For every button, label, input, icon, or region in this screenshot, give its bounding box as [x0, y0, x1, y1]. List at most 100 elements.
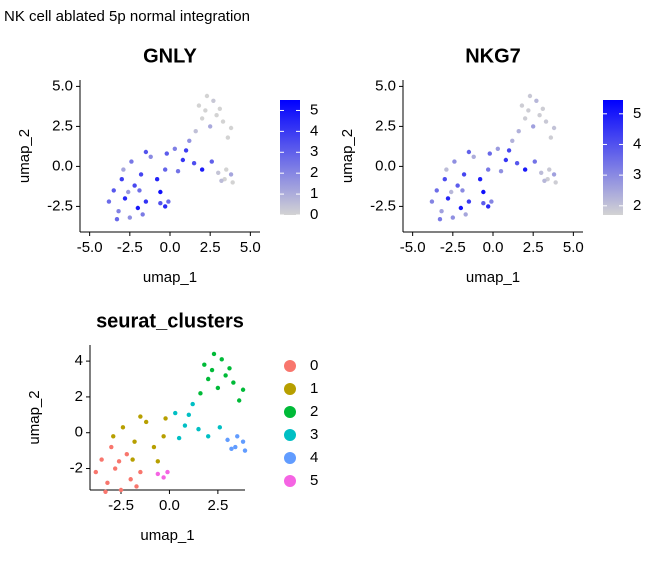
cell-point: [240, 387, 246, 392]
cell-point: [539, 170, 544, 175]
y-tick-label: 0.0: [52, 157, 73, 174]
cell-point: [205, 376, 211, 382]
cell-point: [219, 178, 224, 183]
cell-point: [162, 167, 168, 172]
cell-point: [114, 217, 120, 222]
cell-point: [130, 457, 135, 462]
x-tick-label: 2.5: [200, 239, 221, 256]
cell-point: [93, 469, 99, 475]
legend-label: 1: [310, 380, 318, 397]
cell-point: [227, 366, 232, 371]
cell-point: [162, 204, 168, 209]
cell-point: [481, 201, 486, 206]
y-tick-label: 4: [75, 352, 83, 369]
y-tick-label: 0: [75, 424, 83, 441]
cell-point: [219, 357, 224, 362]
cell-point: [522, 167, 528, 172]
cell-point: [242, 448, 248, 453]
y-tick-label: -2: [70, 459, 83, 476]
cell-point: [460, 188, 465, 193]
cell-point: [217, 106, 223, 112]
cell-point: [230, 180, 235, 185]
colorbar-label: 0: [310, 206, 318, 223]
cell-point: [498, 169, 504, 174]
cell-point: [166, 199, 171, 204]
cell-point: [199, 116, 205, 121]
cell-point: [235, 434, 240, 439]
cell-point: [485, 167, 491, 172]
cell-point: [537, 113, 542, 118]
cell-point: [229, 446, 234, 452]
x-tick-label: 0.0: [160, 239, 181, 256]
cell-point: [209, 159, 214, 164]
cell-point: [154, 177, 160, 182]
cell-point: [183, 148, 189, 153]
cell-point: [173, 410, 178, 416]
cell-point: [127, 215, 133, 220]
y-tick-label: -2.5: [47, 197, 73, 214]
cell-point: [215, 385, 221, 391]
cell-point: [161, 475, 166, 480]
cell-point: [196, 103, 202, 108]
y-axis-label: umap_2: [26, 390, 43, 444]
x-tick-label: 2.5: [523, 239, 544, 256]
x-tick-label: 0.0: [483, 239, 504, 256]
cell-point: [439, 209, 444, 214]
cell-point: [165, 469, 170, 475]
cell-point: [180, 157, 186, 163]
cell-point: [228, 172, 234, 177]
cell-point: [220, 119, 226, 124]
cell-point: [163, 416, 168, 421]
x-tick-label: -5.0: [77, 239, 103, 256]
legend-swatch: [284, 452, 296, 464]
cell-point: [551, 172, 557, 177]
cell-point: [477, 177, 483, 182]
cell-point: [161, 434, 166, 439]
y-axis-label: umap_2: [339, 129, 356, 183]
cell-point: [116, 459, 122, 464]
x-axis-label: umap_1: [140, 527, 194, 544]
cell-point: [198, 391, 203, 396]
cell-point: [434, 188, 439, 193]
cell-point: [231, 380, 236, 385]
cell-point: [442, 177, 447, 182]
cell-point: [172, 146, 178, 151]
legend-swatch: [284, 406, 296, 418]
cell-point: [158, 201, 163, 206]
cell-point: [106, 199, 112, 204]
cell-point: [429, 199, 435, 204]
cell-point: [199, 167, 205, 172]
cell-point: [526, 108, 531, 113]
colorbar-label: 4: [310, 122, 318, 139]
colorbar-label: 2: [310, 164, 318, 181]
legend-label: 5: [310, 472, 318, 489]
colorbar: [280, 100, 300, 215]
cell-point: [204, 93, 210, 99]
colorbar-label: 5: [310, 101, 318, 118]
cell-point: [516, 129, 521, 134]
x-axis-label: umap_1: [466, 269, 520, 286]
cell-point: [122, 196, 128, 201]
cell-point: [120, 425, 126, 430]
x-tick-label: -2.5: [108, 497, 134, 514]
cell-point: [135, 205, 141, 211]
cell-point: [99, 457, 104, 462]
cell-point: [103, 489, 108, 494]
cell-point: [111, 188, 116, 193]
cell-point: [126, 189, 131, 195]
cell-point: [228, 125, 234, 131]
cell-point: [519, 103, 525, 108]
cell-point: [132, 183, 137, 188]
cell-point: [233, 444, 238, 450]
cell-point: [506, 148, 512, 153]
panel-title: seurat_clusters: [96, 310, 244, 332]
cell-point: [553, 180, 558, 185]
cell-point: [182, 423, 188, 428]
cell-point: [551, 125, 557, 131]
cell-point: [128, 477, 133, 482]
cell-point: [514, 161, 520, 166]
cell-point: [461, 172, 467, 177]
cell-point: [193, 129, 198, 134]
